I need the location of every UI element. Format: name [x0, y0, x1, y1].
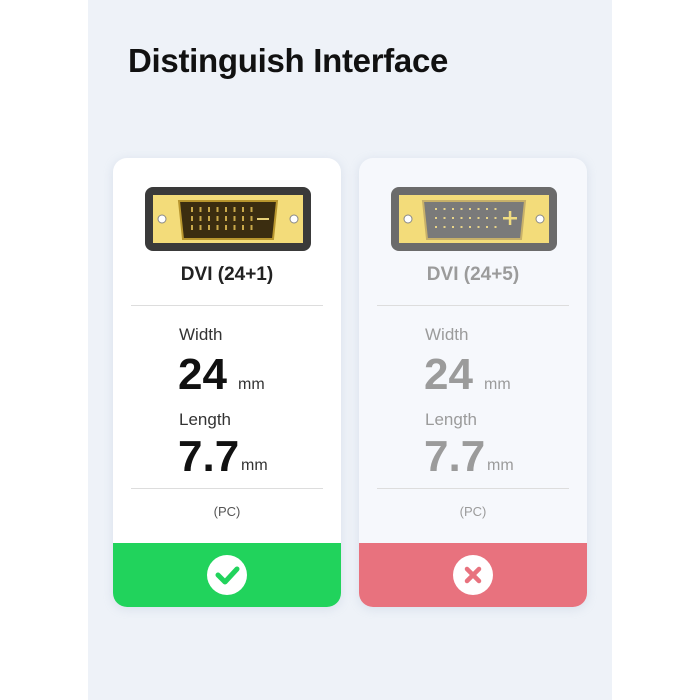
connector-pin	[435, 208, 437, 210]
width-value: 24	[424, 350, 473, 399]
length-unit: mm	[241, 457, 268, 474]
connector-pin	[225, 216, 227, 221]
connector-pin	[199, 207, 202, 212]
connector-pin	[443, 217, 446, 219]
width-label: Width	[179, 325, 223, 344]
connector-pin	[469, 226, 471, 228]
connector-name: DVI (24+1)	[180, 264, 274, 285]
connector-pin	[452, 217, 454, 219]
note: (PC)	[459, 504, 487, 519]
status-band	[359, 543, 587, 607]
connector-pin	[208, 216, 210, 221]
page-title: Distinguish Interface	[128, 42, 449, 79]
connector-name: DVI (24+5)	[426, 264, 520, 285]
connector-pin	[494, 208, 497, 210]
connector-pin	[460, 208, 463, 210]
connector-pin	[233, 225, 236, 230]
length-unit: mm	[487, 457, 514, 474]
connector-pin	[216, 225, 219, 230]
connector-pin	[216, 207, 219, 212]
connector-pin	[242, 216, 244, 221]
length-label: Length	[179, 410, 231, 429]
width-label: Width	[425, 325, 469, 344]
length-value: 7.7	[178, 432, 240, 481]
divider	[377, 488, 569, 489]
dvi-24-1-connector-icon	[145, 187, 311, 251]
connector-pin	[494, 217, 497, 219]
connector-pin	[460, 217, 463, 219]
divider	[131, 488, 323, 489]
status-band	[113, 543, 341, 607]
connector-pin	[477, 226, 480, 228]
check-icon	[207, 555, 247, 595]
connector-pin	[469, 217, 471, 219]
card-dvi-24-5: DVI (24+5) Width 24 mm Length 7.7 mm (PC…	[359, 158, 587, 607]
connector-pin	[486, 208, 488, 210]
connector-pin	[191, 216, 193, 221]
x-icon	[453, 555, 493, 595]
connector-pin	[242, 207, 244, 212]
connector-pin	[225, 207, 227, 212]
connector-pin	[225, 225, 227, 230]
connector-pin	[250, 225, 253, 230]
connector-pin	[486, 217, 488, 219]
connector-pin	[460, 226, 463, 228]
width-value: 24	[178, 350, 227, 399]
card-dvi-24-1: DVI (24+1) Width 24 mm Length 7.7 mm (PC…	[113, 158, 341, 607]
divider	[131, 305, 323, 306]
connector-pin	[199, 225, 202, 230]
width-unit: mm	[238, 376, 265, 393]
connector-pin	[250, 216, 253, 221]
connector-pin	[208, 225, 210, 230]
connector-pin	[435, 217, 437, 219]
dvi-24-5-connector-icon	[391, 187, 557, 251]
connector-pin	[191, 207, 193, 212]
connector-pin	[435, 226, 437, 228]
connector-pin	[250, 207, 253, 212]
connector-pin	[233, 207, 236, 212]
note: (PC)	[213, 504, 241, 519]
length-value: 7.7	[424, 432, 486, 481]
connector-pin	[452, 226, 454, 228]
length-label: Length	[425, 410, 477, 429]
connector-pin	[233, 216, 236, 221]
connector-pin	[494, 226, 497, 228]
connector-pin	[191, 225, 193, 230]
connector-pin	[469, 208, 471, 210]
connector-pin	[452, 208, 454, 210]
divider	[377, 305, 569, 306]
connector-pin	[477, 208, 480, 210]
connector-pin	[242, 225, 244, 230]
connector-pin	[486, 226, 488, 228]
connector-pin	[216, 216, 219, 221]
connector-pin	[208, 207, 210, 212]
connector-pin	[443, 226, 446, 228]
connector-pin	[199, 216, 202, 221]
width-unit: mm	[484, 376, 511, 393]
connector-pin	[477, 217, 480, 219]
connector-pin	[443, 208, 446, 210]
